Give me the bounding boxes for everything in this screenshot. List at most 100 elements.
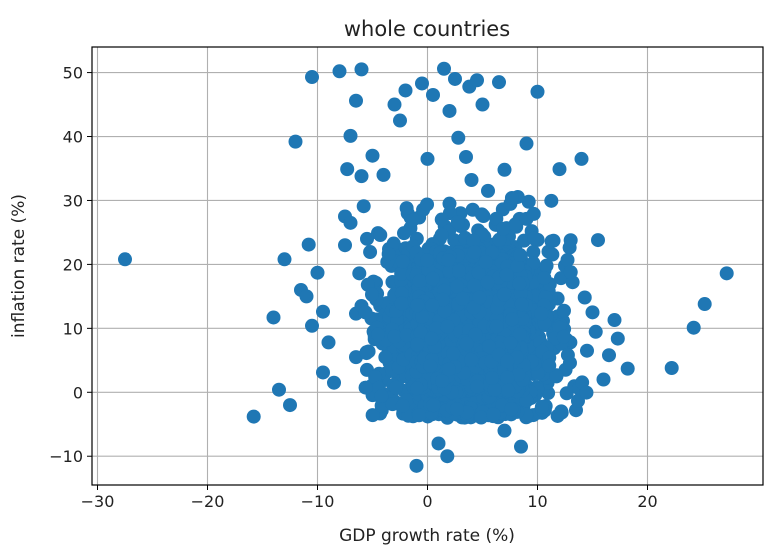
- data-point: [425, 271, 440, 286]
- y-tick-label: 40: [63, 128, 83, 147]
- data-point: [497, 162, 512, 177]
- data-point: [686, 320, 701, 335]
- data-point: [358, 380, 373, 395]
- data-point: [448, 71, 462, 86]
- data-point: [492, 75, 506, 90]
- data-point: [441, 362, 456, 377]
- data-point: [452, 263, 466, 278]
- data-point: [588, 324, 603, 339]
- data-point: [310, 265, 325, 280]
- data-point: [368, 370, 383, 385]
- data-point: [563, 233, 578, 248]
- data-point: [431, 436, 446, 451]
- data-point: [468, 327, 483, 342]
- data-point: [359, 345, 374, 360]
- data-point: [464, 173, 479, 187]
- data-point: [387, 329, 402, 344]
- data-point: [446, 346, 461, 361]
- data-point: [585, 305, 600, 320]
- data-point: [410, 337, 425, 352]
- data-point: [519, 136, 534, 151]
- data-point: [440, 319, 455, 334]
- data-point: [489, 211, 504, 226]
- chart-title: whole countries: [344, 17, 510, 41]
- data-point: [451, 130, 466, 145]
- data-point: [472, 290, 487, 305]
- data-point: [434, 212, 449, 227]
- data-point: [459, 336, 474, 351]
- data-point: [482, 339, 497, 354]
- data-point: [487, 382, 502, 397]
- data-point: [373, 228, 388, 243]
- data-point: [501, 383, 516, 398]
- data-point: [497, 287, 512, 302]
- data-point: [526, 244, 541, 259]
- data-point: [504, 190, 519, 205]
- data-point: [512, 276, 527, 291]
- data-point: [424, 331, 439, 346]
- x-tick-label: −10: [301, 492, 335, 511]
- data-point: [321, 335, 336, 350]
- data-point: [539, 258, 554, 273]
- data-point: [577, 290, 592, 305]
- y-axis: −10 0 10 20 30 40 50: [49, 64, 92, 466]
- data-point: [504, 402, 519, 417]
- data-point: [602, 348, 616, 363]
- data-point: [429, 321, 444, 336]
- data-point: [405, 212, 420, 227]
- data-point: [474, 207, 489, 222]
- data-point: [514, 297, 529, 312]
- data-point: [442, 103, 457, 118]
- data-point: [399, 201, 414, 216]
- data-point: [354, 62, 369, 77]
- data-point: [481, 183, 495, 198]
- data-point: [497, 423, 512, 438]
- data-point: [381, 246, 396, 261]
- data-point: [299, 289, 314, 304]
- data-point: [327, 375, 341, 390]
- data-point: [415, 76, 429, 91]
- data-point: [365, 408, 380, 423]
- data-point: [580, 343, 594, 358]
- x-tick-label: −20: [191, 492, 225, 511]
- data-point: [596, 372, 611, 387]
- data-point: [554, 404, 569, 419]
- data-point: [360, 231, 374, 246]
- data-point: [470, 73, 484, 88]
- data-point: [415, 309, 430, 324]
- data-point: [474, 410, 489, 425]
- data-point: [534, 399, 549, 414]
- data-point: [503, 336, 518, 350]
- data-point: [450, 215, 465, 230]
- data-point: [480, 275, 495, 290]
- data-point: [470, 379, 485, 394]
- data-point: [288, 134, 303, 149]
- y-tick-label: 10: [63, 319, 83, 338]
- data-point: [537, 271, 552, 285]
- data-point: [512, 327, 527, 342]
- data-point: [409, 458, 424, 473]
- data-point: [552, 162, 567, 177]
- y-tick-label: 50: [63, 64, 83, 83]
- data-point: [549, 369, 564, 384]
- data-point: [332, 64, 347, 79]
- data-point: [420, 151, 435, 166]
- x-tick-label: 20: [637, 492, 657, 511]
- data-point: [455, 291, 470, 306]
- data-point: [579, 385, 594, 400]
- data-point: [526, 206, 541, 221]
- data-point: [343, 128, 358, 143]
- data-point: [395, 398, 410, 413]
- data-point: [423, 358, 438, 373]
- data-point: [556, 303, 571, 318]
- data-point: [412, 273, 427, 288]
- data-point: [510, 258, 525, 273]
- x-axis: −30 −20 −10 0 10 20: [81, 485, 658, 511]
- data-points: [118, 61, 734, 473]
- data-point: [316, 304, 330, 319]
- data-point: [574, 151, 589, 166]
- data-point: [343, 215, 358, 230]
- data-point: [420, 253, 435, 268]
- data-point: [283, 398, 297, 413]
- data-point: [364, 287, 379, 302]
